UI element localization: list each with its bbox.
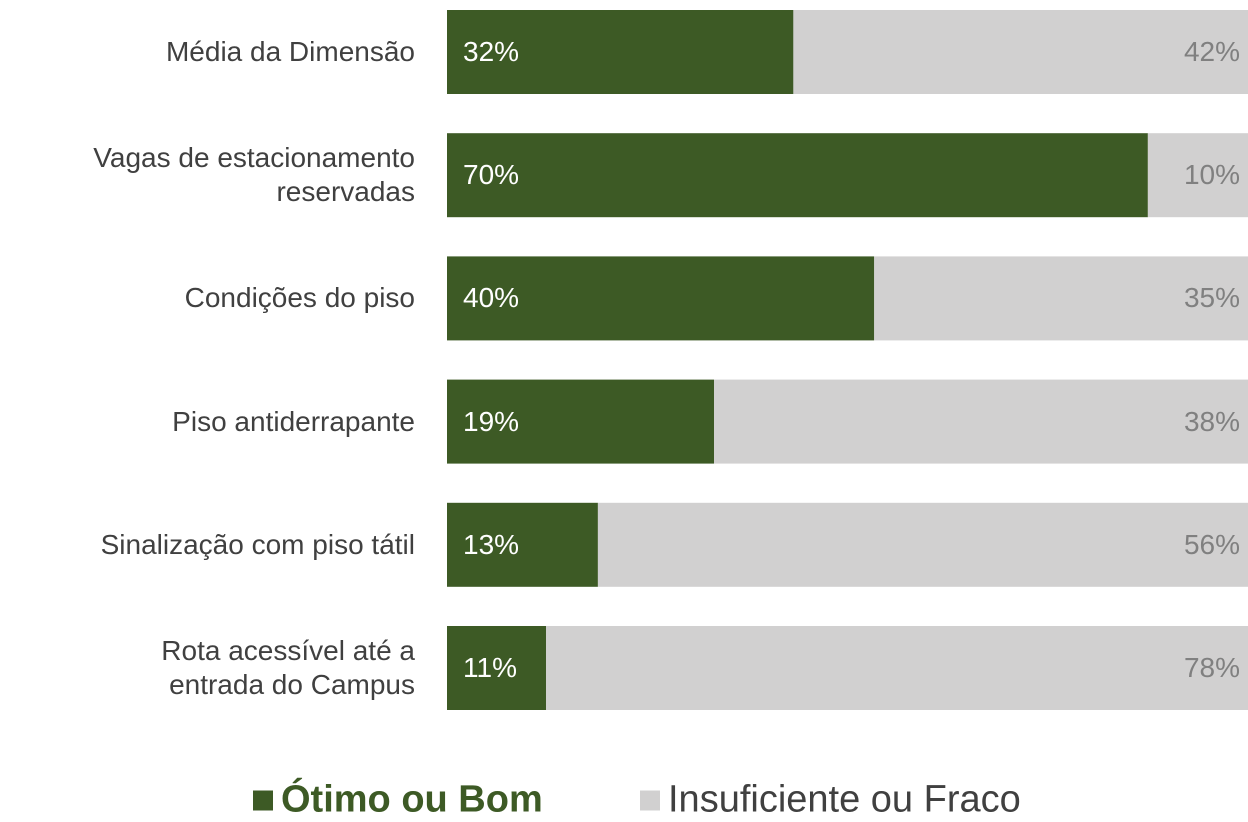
value-label: 56% <box>1183 528 1240 560</box>
legend-item: Insuficiente ou Fraco <box>640 779 1021 822</box>
legend-label: Ótimo ou Bom <box>281 778 543 821</box>
legend-item: Ótimo ou Bom <box>253 779 543 822</box>
bar-segment <box>447 256 875 341</box>
bar-segment <box>447 502 598 587</box>
legend-label: Insuficiente ou Fraco <box>668 778 1021 821</box>
category-label: Condições do piso <box>184 282 415 314</box>
bar-segment <box>447 133 1148 218</box>
bar-segment <box>597 502 1248 587</box>
value-label: 38% <box>1183 405 1240 437</box>
value-label: 32% <box>463 36 520 67</box>
bar-segment <box>874 256 1248 341</box>
bar-segment <box>793 10 1248 94</box>
value-label: 70% <box>463 159 520 191</box>
legend-swatch <box>640 790 660 810</box>
category-label: Média da Dimensão <box>165 36 415 67</box>
category-label: Vagas de estacionamento reservadas <box>93 142 415 208</box>
category-label: Sinalização com piso tátil <box>100 528 415 560</box>
bar-segment <box>447 379 714 464</box>
value-label: 42% <box>1183 36 1240 67</box>
bar-segment <box>447 10 794 94</box>
value-label: 11% <box>463 652 517 683</box>
category-label: Rota acessível até a entrada do Campus <box>161 635 415 700</box>
value-label: 19% <box>463 405 520 437</box>
value-label: 13% <box>463 528 520 560</box>
value-label: 10% <box>1183 159 1240 191</box>
value-label: 78% <box>1183 652 1240 683</box>
bar-segment <box>447 626 546 710</box>
value-label: 40% <box>463 282 520 314</box>
legend-swatch <box>253 790 273 810</box>
value-label: 35% <box>1183 282 1240 314</box>
category-label: Piso antiderrapante <box>172 405 415 437</box>
bar-segment <box>714 379 1248 464</box>
bar-segment <box>546 626 1248 710</box>
bar-segment <box>1147 133 1248 218</box>
